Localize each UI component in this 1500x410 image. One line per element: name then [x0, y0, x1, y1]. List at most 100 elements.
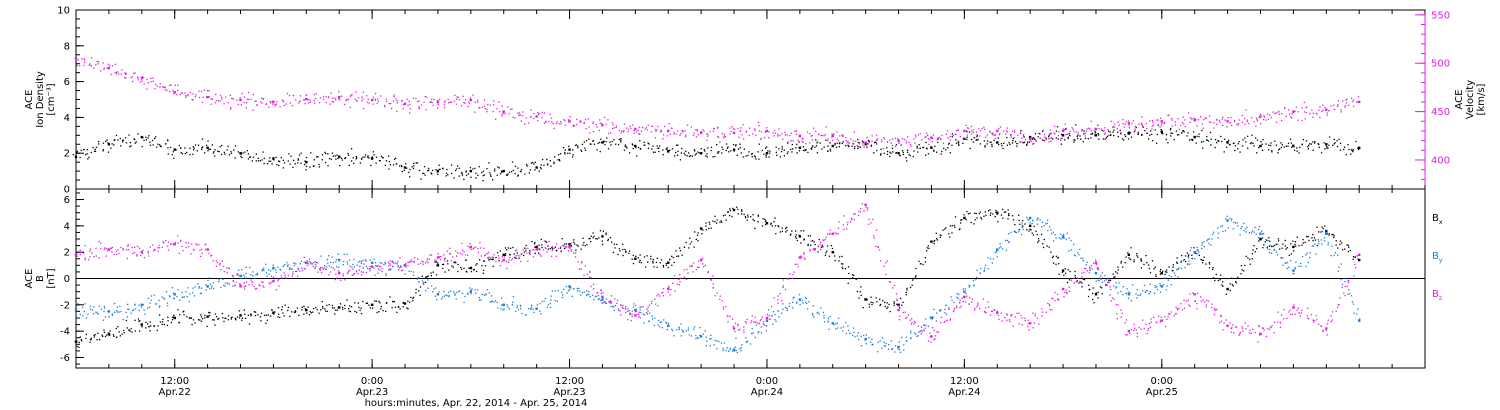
scatter-dot: [178, 252, 181, 254]
scatter-dot: [1189, 249, 1192, 252]
scatter-dot: [582, 244, 584, 246]
scatter-dot: [1048, 141, 1050, 143]
scatter-dot: [717, 126, 719, 128]
scatter-dot: [371, 307, 374, 309]
scatter-dot: [1112, 131, 1114, 133]
scatter-dot: [154, 136, 157, 138]
scatter-dot: [240, 153, 242, 155]
scatter-dot: [219, 94, 222, 96]
scatter-dot: [1192, 138, 1194, 141]
scatter-dot: [700, 132, 703, 134]
scatter-dot: [1075, 131, 1077, 133]
scatter-dot: [729, 133, 731, 135]
data-point: [1226, 324, 1229, 328]
scatter-dot: [171, 154, 173, 156]
scatter-dot: [128, 329, 130, 331]
scatter-dot: [723, 136, 725, 139]
scatter-dot: [1203, 256, 1205, 258]
scatter-dot: [501, 256, 504, 258]
scatter-dot: [1305, 140, 1308, 142]
scatter-dot: [1140, 259, 1142, 261]
scatter-dot: [213, 319, 215, 321]
scatter-dot: [1057, 257, 1059, 259]
scatter-dot: [198, 90, 200, 92]
scatter-dot: [127, 245, 129, 247]
scatter-dot: [192, 149, 195, 151]
scatter-dot: [391, 307, 393, 309]
scatter-dot: [807, 244, 809, 247]
scatter-dot: [962, 142, 964, 144]
scatter-dot: [903, 349, 905, 351]
scatter-dot: [1226, 126, 1228, 128]
scatter-dot: [626, 127, 628, 129]
scatter-dot: [325, 266, 328, 268]
scatter-dot: [570, 250, 573, 252]
scatter-dot: [274, 311, 276, 313]
data-point: [930, 316, 933, 320]
scatter-dot: [1098, 127, 1100, 130]
scatter-dot: [265, 103, 268, 106]
scatter-dot: [357, 261, 360, 263]
scatter-dot: [632, 124, 634, 126]
scatter-dot: [1321, 110, 1323, 113]
scatter-dot: [883, 341, 885, 344]
data-point: [535, 115, 538, 118]
scatter-dot: [495, 256, 497, 259]
scatter-dot: [127, 308, 129, 310]
scatter-dot: [151, 139, 154, 142]
scatter-dot: [695, 334, 697, 337]
scatter-dot: [984, 211, 986, 213]
scatter-dot: [243, 286, 245, 288]
data-point: [305, 160, 308, 164]
scatter-dot: [82, 315, 84, 317]
scatter-dot: [207, 249, 210, 251]
scatter-dot: [360, 307, 362, 309]
scatter-dot: [834, 144, 836, 146]
scatter-dot: [210, 287, 213, 289]
scatter-dot: [321, 300, 323, 303]
scatter-dot: [412, 297, 414, 300]
scatter-dot: [944, 228, 946, 230]
scatter-dot: [1056, 126, 1059, 128]
scatter-dot: [660, 321, 663, 323]
scatter-dot: [430, 172, 432, 174]
scatter-dot: [622, 254, 624, 257]
scatter-dot: [868, 140, 870, 142]
scatter-dot: [1154, 286, 1156, 289]
scatter-dot: [617, 143, 620, 146]
scatter-dot: [966, 134, 969, 136]
scatter-dot: [881, 347, 883, 349]
scatter-dot: [969, 285, 971, 287]
scatter-dot: [1217, 232, 1220, 234]
scatter-dot: [513, 253, 515, 255]
scatter-dot: [269, 160, 272, 162]
scatter-dot: [1290, 253, 1293, 255]
scatter-dot: [1249, 263, 1251, 265]
scatter-dot: [103, 305, 106, 308]
scatter-dot: [500, 304, 503, 306]
scatter-dot: [102, 319, 105, 321]
scatter-dot: [498, 260, 500, 262]
scatter-dot: [1151, 260, 1154, 262]
scatter-dot: [135, 141, 137, 143]
data-point: [601, 295, 604, 299]
scatter-dot: [1236, 123, 1238, 125]
data-point: [765, 316, 769, 320]
scatter-dot: [313, 159, 315, 161]
scatter-dot: [250, 273, 252, 276]
scatter-dot: [320, 255, 322, 257]
scatter-dot: [367, 98, 369, 100]
scatter-dot: [1008, 214, 1010, 217]
scatter-dot: [665, 264, 667, 266]
scatter-dot: [566, 292, 568, 294]
scatter-dot: [645, 266, 647, 268]
scatter-dot: [1077, 132, 1079, 134]
scatter-dot: [1000, 246, 1002, 248]
scatter-dot: [368, 102, 370, 104]
scatter-dot: [757, 221, 759, 223]
scatter-dot: [153, 324, 155, 327]
scatter-dot: [263, 269, 265, 271]
scatter-dot: [462, 95, 464, 98]
scatter-dot: [639, 148, 642, 150]
scatter-dot: [271, 100, 273, 102]
